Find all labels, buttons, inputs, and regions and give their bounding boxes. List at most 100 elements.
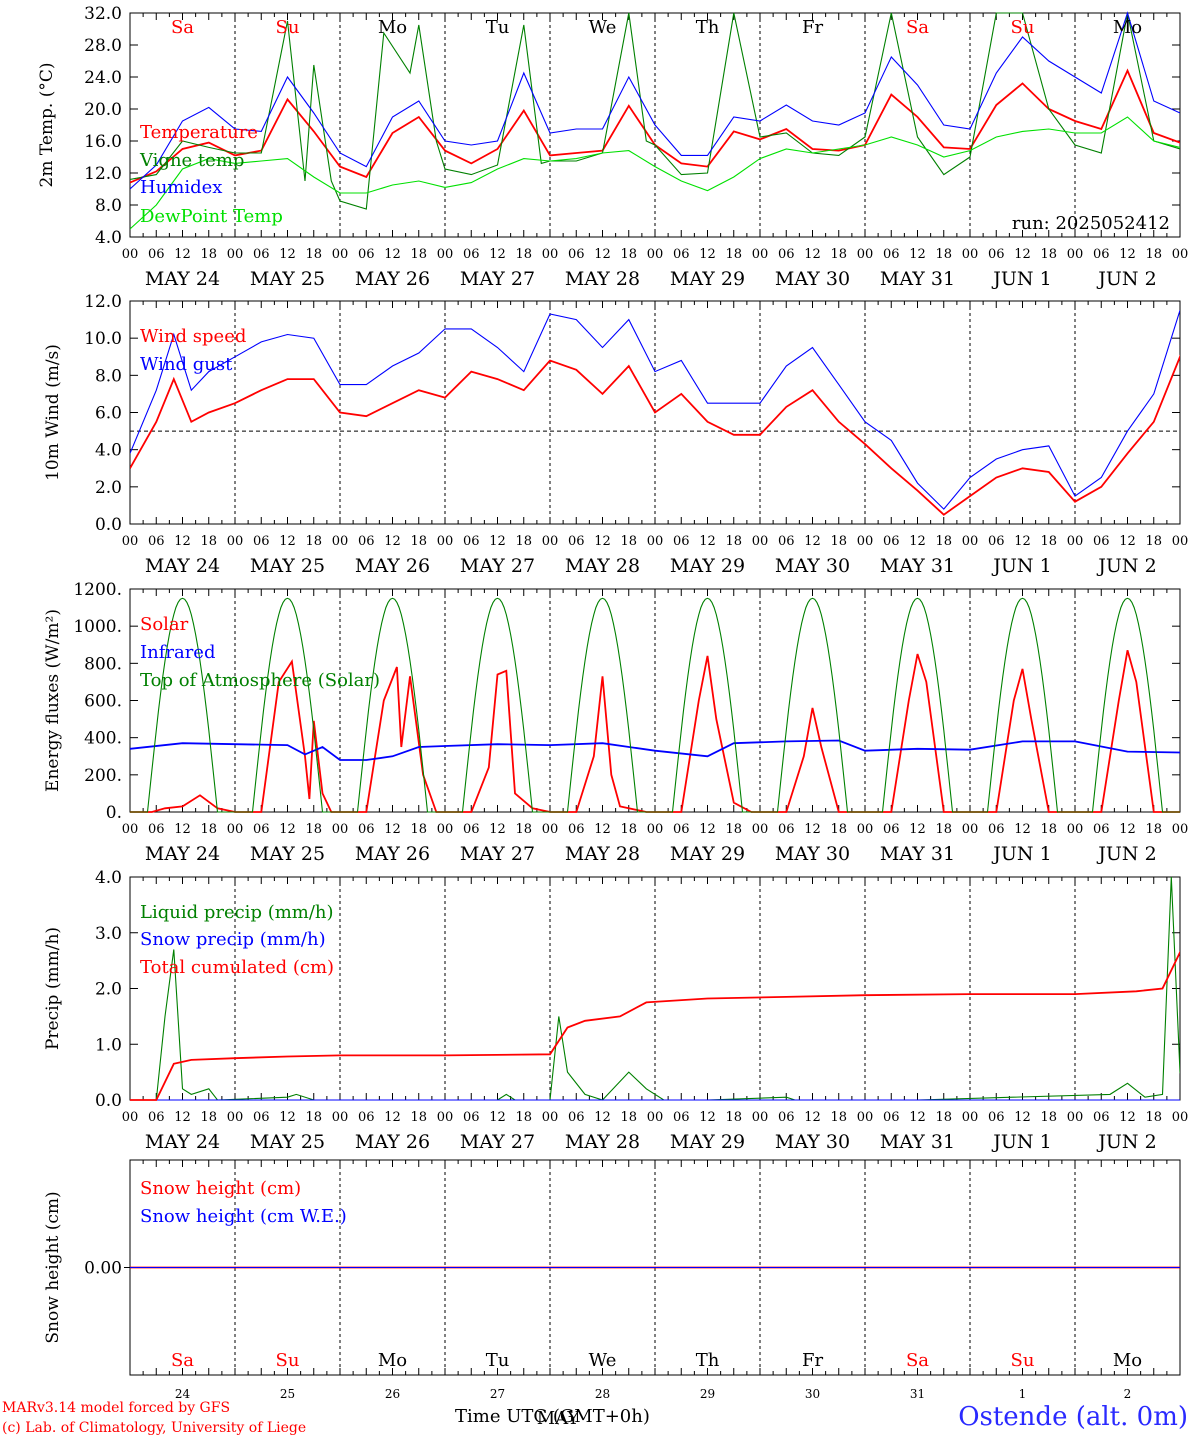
hour-tick-label: 00 bbox=[437, 247, 454, 262]
panel-3: 0. 200. 400. 600. 800. 1000. 1200. Energy fluxe… bbox=[43, 580, 1189, 865]
series-line-wind-gust bbox=[130, 310, 1180, 510]
hour-tick-label: 06 bbox=[463, 247, 480, 262]
hour-tick-label: 06 bbox=[883, 822, 900, 837]
hour-tick-label: 06 bbox=[463, 534, 480, 549]
hour-tick-label: 00 bbox=[1067, 1110, 1084, 1125]
hour-tick-label: 06 bbox=[1093, 1110, 1110, 1125]
hour-tick-label: 00 bbox=[227, 534, 244, 549]
hour-tick-label: 18 bbox=[830, 247, 847, 262]
hour-tick-label: 00 bbox=[647, 247, 664, 262]
hour-tick-label: 06 bbox=[358, 1110, 375, 1125]
legend-entry: Humidex bbox=[140, 177, 222, 198]
hour-tick-label: 00 bbox=[1172, 822, 1189, 837]
legend-entry: Snow height (cm W.E.) bbox=[140, 1206, 347, 1227]
hour-tick-label: 06 bbox=[988, 822, 1005, 837]
date-label: MAY 25 bbox=[250, 268, 325, 290]
hour-tick-label: 12 bbox=[489, 1110, 506, 1125]
series-line-humidex bbox=[130, 11, 1180, 190]
hour-tick-label: 00 bbox=[857, 822, 874, 837]
date-label: JUN 1 bbox=[991, 1131, 1051, 1153]
hour-tick-label: 00 bbox=[437, 822, 454, 837]
legend-entry: Solar bbox=[140, 614, 189, 635]
day-number-label: 2 bbox=[1124, 1387, 1132, 1401]
hour-tick-label: 12 bbox=[1119, 534, 1136, 549]
hour-tick-label: 18 bbox=[515, 247, 532, 262]
hour-tick-label: 18 bbox=[830, 822, 847, 837]
hour-tick-label: 12 bbox=[489, 822, 506, 837]
hour-tick-label: 06 bbox=[1093, 247, 1110, 262]
hour-tick-label: 12 bbox=[804, 822, 821, 837]
hour-tick-label: 12 bbox=[384, 822, 401, 837]
weekday-label: Su bbox=[1011, 1350, 1035, 1371]
hour-tick-label: 18 bbox=[1145, 247, 1162, 262]
date-label: MAY 30 bbox=[775, 1131, 850, 1153]
weekday-label: Th bbox=[696, 17, 720, 38]
weekday-label: Mo bbox=[1113, 1350, 1142, 1371]
hour-tick-label: 12 bbox=[1014, 822, 1031, 837]
hour-tick-label: 12 bbox=[174, 247, 191, 262]
date-label: MAY 26 bbox=[355, 268, 430, 290]
date-label: MAY 31 bbox=[880, 843, 955, 865]
date-label: MAY 24 bbox=[145, 843, 220, 865]
date-label: JUN 2 bbox=[1096, 268, 1156, 290]
hour-tick-label: 18 bbox=[620, 534, 637, 549]
legend-entry: Snow precip (mm/h) bbox=[140, 929, 326, 950]
hour-tick-label: 18 bbox=[620, 822, 637, 837]
hour-tick-label: 06 bbox=[883, 1110, 900, 1125]
hour-tick-label: 12 bbox=[1119, 1110, 1136, 1125]
weekday-label: Mo bbox=[378, 17, 407, 38]
y-tick-label: 8.0 bbox=[95, 366, 122, 386]
y-axis-label: Precip (mm/h) bbox=[43, 927, 63, 1050]
hour-tick-label: 18 bbox=[1040, 822, 1057, 837]
y-tick-label: 4.0 bbox=[95, 868, 122, 888]
hour-tick-label: 00 bbox=[962, 822, 979, 837]
weekday-label: Su bbox=[276, 17, 300, 38]
hour-tick-label: 06 bbox=[1093, 822, 1110, 837]
date-label: MAY 29 bbox=[670, 268, 745, 290]
hour-tick-label: 00 bbox=[437, 1110, 454, 1125]
hour-tick-label: 12 bbox=[384, 534, 401, 549]
hour-tick-label: 18 bbox=[725, 1110, 742, 1125]
hour-tick-label: 00 bbox=[647, 534, 664, 549]
weekday-label: Su bbox=[276, 1350, 300, 1371]
y-axis-label: Snow height (cm) bbox=[43, 1191, 63, 1343]
weekday-label: Sa bbox=[171, 1350, 194, 1371]
y-axis-label: Energy fluxes (W/m²) bbox=[43, 609, 63, 792]
hour-tick-label: 18 bbox=[725, 247, 742, 262]
hour-tick-label: 12 bbox=[1119, 247, 1136, 262]
hour-tick-label: 18 bbox=[200, 822, 217, 837]
hour-tick-label: 00 bbox=[437, 534, 454, 549]
date-label: JUN 2 bbox=[1096, 843, 1156, 865]
date-label: JUN 2 bbox=[1096, 1131, 1156, 1153]
hour-tick-label: 00 bbox=[962, 247, 979, 262]
model-note: MARv3.14 model forced by GFS bbox=[2, 1400, 231, 1416]
hour-tick-label: 12 bbox=[1014, 247, 1031, 262]
weekday-label: Sa bbox=[906, 1350, 929, 1371]
hour-tick-label: 12 bbox=[489, 247, 506, 262]
y-tick-label: 20.0 bbox=[84, 100, 122, 120]
hour-tick-label: 00 bbox=[332, 822, 349, 837]
hour-tick-label: 18 bbox=[305, 247, 322, 262]
series-line-infrared bbox=[130, 739, 1180, 761]
hour-tick-label: 12 bbox=[174, 534, 191, 549]
series-line-vigne-temp bbox=[130, 12, 1180, 210]
date-label: MAY 31 bbox=[880, 1131, 955, 1153]
y-tick-label: 16.0 bbox=[84, 132, 122, 152]
y-tick-label: 32.0 bbox=[84, 4, 122, 24]
hour-tick-label: 00 bbox=[962, 534, 979, 549]
hour-tick-label: 00 bbox=[1067, 247, 1084, 262]
hour-tick-label: 00 bbox=[542, 822, 559, 837]
hour-tick-label: 18 bbox=[725, 822, 742, 837]
y-tick-label: 10.0 bbox=[84, 329, 122, 349]
date-label: JUN 1 bbox=[991, 843, 1051, 865]
date-label: MAY 31 bbox=[880, 555, 955, 577]
lab-note: (c) Lab. of Climatology, University of L… bbox=[2, 1420, 307, 1436]
hour-tick-label: 12 bbox=[909, 534, 926, 549]
hour-tick-label: 18 bbox=[725, 534, 742, 549]
hour-tick-label: 00 bbox=[227, 822, 244, 837]
date-label: MAY 27 bbox=[460, 555, 535, 577]
hour-tick-label: 00 bbox=[647, 822, 664, 837]
hour-tick-label: 18 bbox=[935, 534, 952, 549]
y-tick-label: 2.0 bbox=[95, 478, 122, 498]
y-tick-label: 400. bbox=[84, 729, 122, 749]
